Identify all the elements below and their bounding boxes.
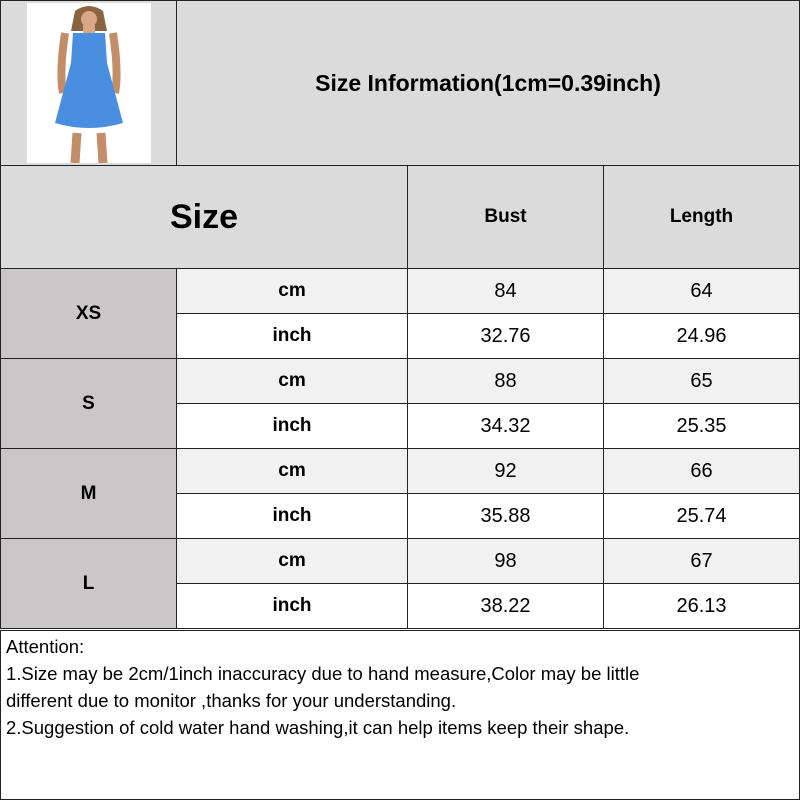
header-size: Size [0, 165, 408, 269]
note-line: different due to monitor ,thanks for you… [6, 690, 457, 711]
unit-cell: inch [176, 313, 408, 359]
product-image-cell [0, 0, 177, 166]
size-label: XS [0, 268, 177, 359]
bust-cell: 35.88 [407, 493, 604, 539]
unit-cell: cm [176, 358, 408, 404]
length-cell: 25.74 [603, 493, 800, 539]
notes-heading: Attention: [6, 636, 85, 657]
dress-photo-icon [26, 3, 151, 163]
bust-cell: 32.76 [407, 313, 604, 359]
length-cell: 65 [603, 358, 800, 404]
length-cell: 67 [603, 538, 800, 584]
unit-cell: cm [176, 448, 408, 494]
size-label: L [0, 538, 177, 629]
size-label: M [0, 448, 177, 539]
length-cell: 64 [603, 268, 800, 314]
length-cell: 66 [603, 448, 800, 494]
length-cell: 26.13 [603, 583, 800, 629]
header-bust: Bust [407, 165, 604, 269]
bust-cell: 92 [407, 448, 604, 494]
unit-cell: inch [176, 583, 408, 629]
bust-cell: 88 [407, 358, 604, 404]
bust-cell: 38.22 [407, 583, 604, 629]
length-cell: 25.35 [603, 403, 800, 449]
length-cell: 24.96 [603, 313, 800, 359]
unit-cell: inch [176, 493, 408, 539]
size-label: S [0, 358, 177, 449]
note-line: 1.Size may be 2cm/1inch inaccuracy due t… [6, 663, 640, 684]
unit-cell: cm [176, 538, 408, 584]
attention-notes: Attention: 1.Size may be 2cm/1inch inacc… [0, 630, 800, 800]
header-length: Length [603, 165, 800, 269]
bust-cell: 34.32 [407, 403, 604, 449]
bust-cell: 84 [407, 268, 604, 314]
unit-cell: cm [176, 268, 408, 314]
note-line: 2.Suggestion of cold water hand washing,… [6, 717, 630, 738]
unit-cell: inch [176, 403, 408, 449]
bust-cell: 98 [407, 538, 604, 584]
page-title: Size Information(1cm=0.39inch) [176, 0, 800, 166]
